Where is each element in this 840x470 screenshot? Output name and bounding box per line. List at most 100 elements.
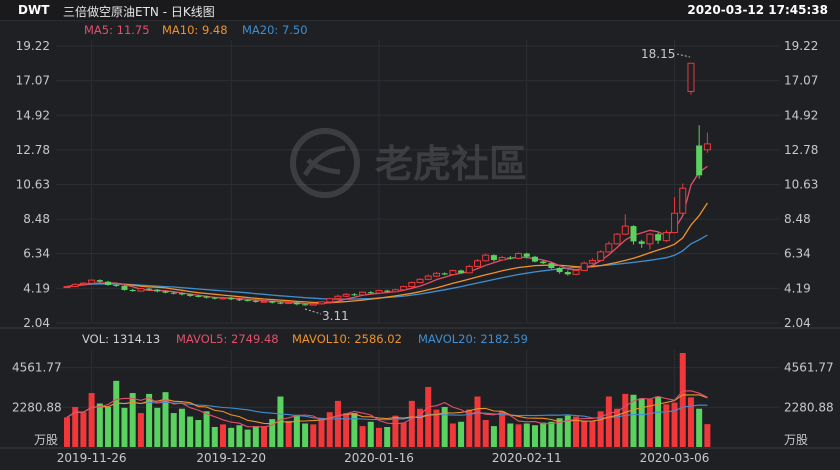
candle-body [326,298,334,303]
volume-bar [392,415,399,447]
candle [236,298,243,302]
candle-body [269,301,276,303]
volume-bar [441,406,448,447]
candle-body [219,297,227,300]
candle-body [342,293,350,297]
candle [696,125,703,179]
candle-body [154,289,161,292]
candle [195,294,202,298]
candle-body [465,265,473,274]
candle [646,233,654,250]
volume-bar [211,426,218,447]
candle-body [662,232,670,242]
volume-bar [384,426,391,447]
candle-body [655,234,662,241]
candle [638,239,645,248]
candle [63,285,71,289]
candle-body [432,272,440,277]
volume-bar [252,426,259,447]
volume-bar [425,386,432,447]
candle-body [375,290,383,294]
candle [302,303,309,306]
volume-bar [326,412,333,447]
candle-body [597,251,605,261]
candle-body [523,253,530,257]
candle [416,278,424,284]
candle-body [178,293,185,295]
volume-bar [195,420,202,447]
mavol10-legend: MAVOL10: 2586.02 [292,332,402,346]
price-tick-right: 19.22 [784,39,818,53]
candle-body [137,288,145,292]
candle [252,299,259,303]
candle [137,287,145,292]
candle [129,288,136,292]
candle [597,250,605,262]
price-tick-right: 14.92 [784,108,818,122]
candle-body [572,269,580,275]
volume-bar [293,414,300,447]
volume-bar [351,413,358,447]
price-tick-right: 4.19 [784,281,811,295]
volume-bar [64,417,70,447]
volume-bar [655,396,662,447]
volume-bar [121,407,128,447]
volume-tick-left: 4561.77 [12,361,62,375]
volume-bar [310,424,317,447]
candle [121,284,128,291]
volume-bar [433,409,440,447]
candle-body [113,284,120,286]
watermark-text: 老虎社區 [375,142,527,186]
candle [203,295,210,299]
candle-body [458,270,465,273]
volume-average-lines [66,390,708,428]
volume-bar [515,424,522,447]
price-axis: 19.22 19.22 17.07 17.07 14.92 14.92 12.78 12.78… [16,39,819,330]
volume-bar [622,393,629,447]
candle-body [146,288,153,290]
candle-body [195,295,202,297]
instrument-name: 三倍做空原油ETN - 日K线图 [63,5,215,19]
candle-body [630,226,637,242]
candle-body [309,303,317,306]
price-tick-right: 6.34 [784,247,811,261]
candle [211,296,218,300]
mavol20-legend: MAVOL20: 2182.59 [418,332,528,346]
candle-body [302,304,309,306]
volume-bar [154,407,161,447]
candle-body [400,286,408,291]
candle [687,62,695,95]
date-tick: 2019-12-20 [196,451,266,465]
volume-bar [556,418,563,447]
candle [449,269,457,276]
candle-body [211,297,218,299]
volume-bar [564,415,571,447]
volume-bar [531,425,538,447]
candle [621,214,629,235]
candle-body [252,300,259,302]
candle [671,197,679,234]
candle-body [507,257,514,259]
volume-bar [285,420,292,447]
volume-bar [490,426,497,447]
candle [309,302,317,306]
volume-bar [573,416,580,447]
candle-body [638,241,645,244]
volume-bar [367,421,374,447]
candle [515,252,523,260]
vol-legend: VOL: 1314.13 [82,332,160,346]
volume-bar [375,427,382,447]
candle-body [71,283,79,288]
mavol10-line [66,394,708,425]
price-tick-right: 2.04 [784,316,811,330]
candle-body [424,275,432,280]
candle-body [244,300,251,302]
volume-bar [449,423,456,447]
candle [482,253,490,262]
candle [613,233,621,245]
watermark: 老虎社區 [290,128,527,198]
candle-body [449,269,457,275]
candle-body [285,302,293,305]
candle [277,301,284,305]
